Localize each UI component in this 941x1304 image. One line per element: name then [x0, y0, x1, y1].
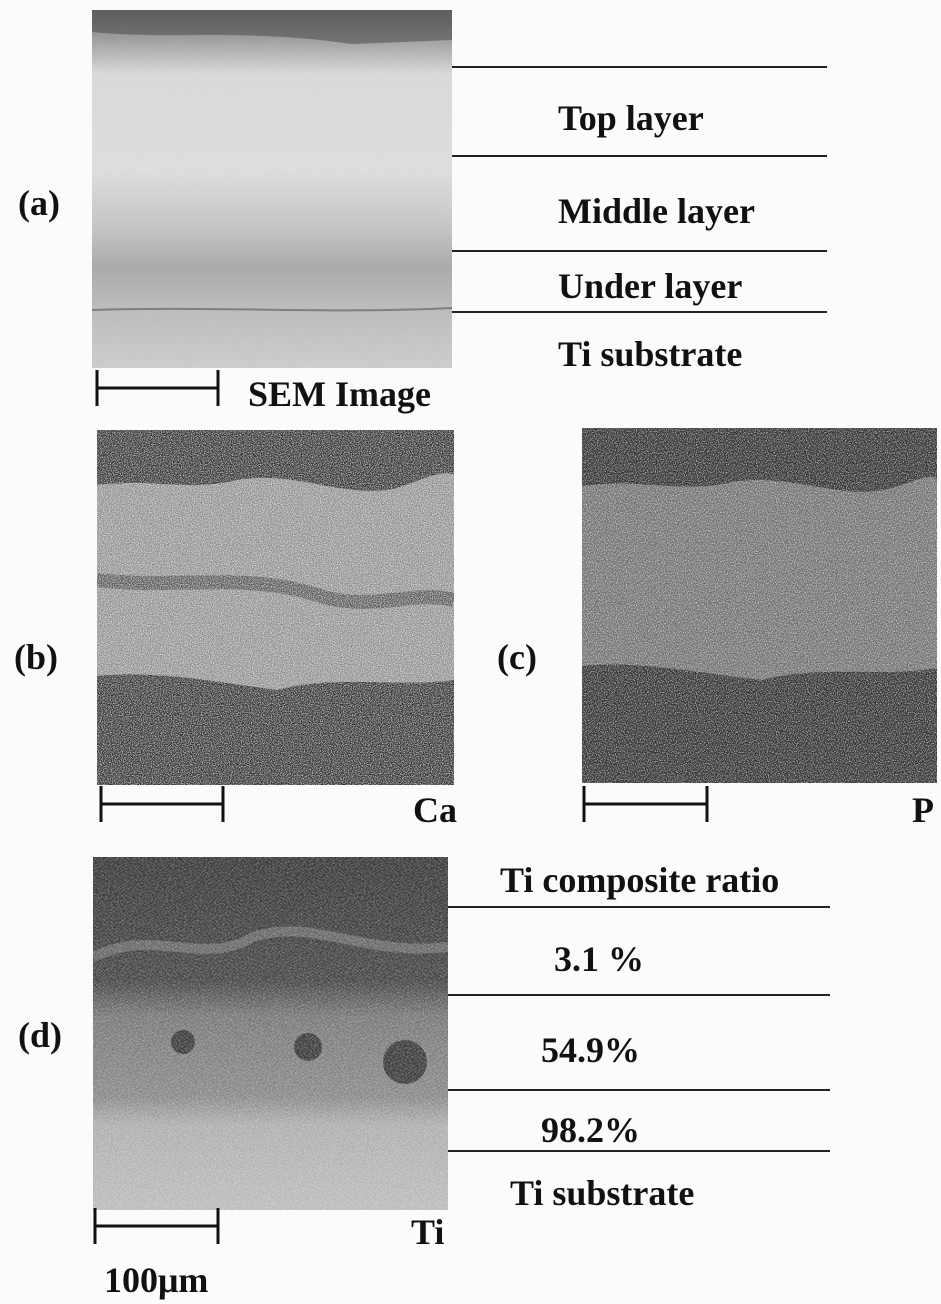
layer-label-top: Top layer: [558, 98, 704, 138]
scale-bar: [94, 366, 224, 408]
ca-map-image: [97, 430, 454, 785]
sem-image: [92, 10, 452, 368]
panel-d-label: (d): [18, 1015, 62, 1055]
ti-map-caption: Ti: [411, 1212, 445, 1252]
layer-divider: [448, 994, 830, 996]
panel-a-label: (a): [18, 183, 60, 223]
layer-divider: [452, 311, 827, 313]
p-map-caption: P: [912, 790, 934, 830]
panel-c-label: (c): [497, 637, 537, 677]
layer-divider: [452, 250, 827, 252]
ratio-under-layer: 98.2%: [541, 1110, 640, 1150]
p-map-image: [582, 428, 937, 783]
layer-label-substrate: Ti substrate: [558, 334, 743, 374]
layer-divider: [448, 1150, 830, 1152]
sem-image-caption: SEM Image: [248, 374, 431, 414]
layer-divider: [452, 155, 827, 157]
layer-divider: [452, 66, 827, 68]
scale-bar: [92, 1206, 222, 1248]
layer-label-under: Under layer: [558, 266, 743, 306]
ratio-middle-layer: 54.9%: [541, 1030, 640, 1070]
composite-ratio-header: Ti composite ratio: [500, 860, 780, 900]
scale-bar-label: 100μm: [104, 1260, 209, 1300]
layer-divider: [448, 1089, 830, 1091]
scale-bar: [98, 784, 228, 826]
ratio-top-layer: 3.1 %: [554, 939, 644, 979]
ca-map-caption: Ca: [413, 790, 457, 830]
ti-substrate-label: Ti substrate: [510, 1173, 695, 1213]
panel-b-label: (b): [14, 637, 58, 677]
layer-divider: [448, 906, 830, 908]
scale-bar: [581, 784, 711, 826]
ti-map-image: [93, 857, 448, 1210]
layer-label-middle: Middle layer: [558, 191, 755, 231]
